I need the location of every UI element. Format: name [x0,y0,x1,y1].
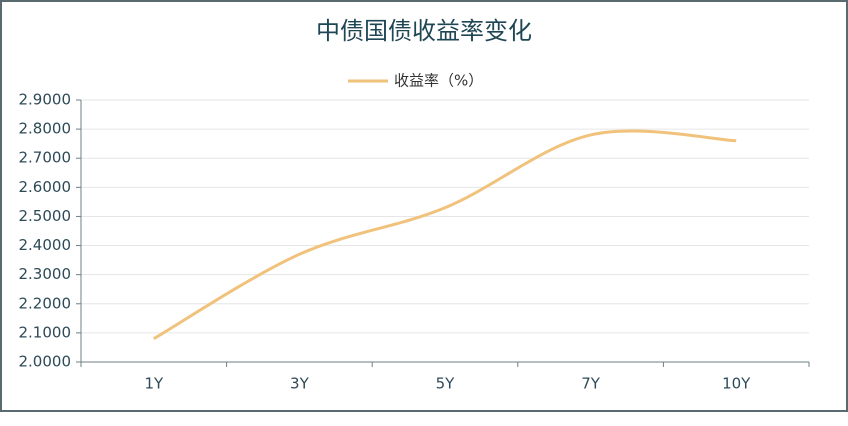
y-tick-label: 2.7000 [19,149,72,167]
x-tick-label: 1Y [144,375,164,393]
x-tick-label: 5Y [436,375,456,393]
chart-title: 中债国债收益率变化 [316,17,532,45]
y-tick-label: 2.1000 [19,323,72,341]
legend-label: 收益率（%） [394,72,483,90]
y-tick-label: 2.5000 [19,207,72,225]
line [153,129,737,341]
frame [0,0,848,412]
x-tick-label: 3Y [290,375,310,393]
y-tick-label: 2.9000 [19,91,72,109]
x-tick-label: 10Y [722,375,751,393]
x-tick-label: 7Y [581,375,601,393]
y-tick-label: 2.4000 [19,236,72,254]
y-tick-label: 2.2000 [19,294,72,312]
y-tick-label: 2.0000 [19,353,72,371]
y-tick-label: 2.6000 [19,178,72,196]
y-tick-label: 2.3000 [19,265,72,283]
y-tick-label: 2.8000 [19,120,72,138]
